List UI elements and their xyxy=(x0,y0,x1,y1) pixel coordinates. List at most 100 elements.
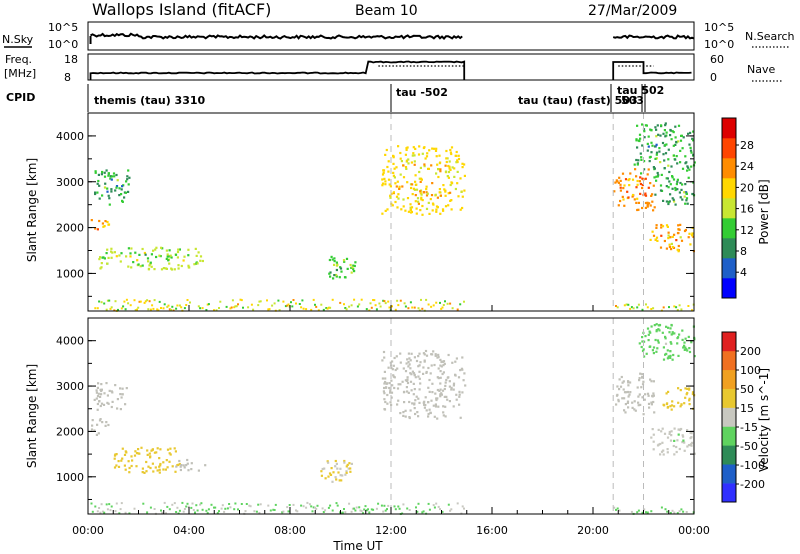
scatter-cell xyxy=(344,473,347,476)
scatter-cell xyxy=(671,175,674,178)
scatter-cell xyxy=(398,507,401,510)
scatter-cell xyxy=(686,391,689,395)
scatter-cell xyxy=(677,140,680,143)
scatter-cell xyxy=(660,124,663,127)
scatter-cell xyxy=(384,209,387,212)
scatter-cell xyxy=(673,200,676,203)
scatter-cell xyxy=(656,347,659,350)
scatter-cell xyxy=(108,299,111,302)
scatter-cell xyxy=(119,260,122,263)
scatter-cell xyxy=(673,511,676,514)
scatter-cell xyxy=(671,197,674,200)
nsky-tick-bottom: 10^0 xyxy=(48,38,78,51)
scatter-cell xyxy=(396,299,399,302)
scatter-cell xyxy=(406,197,410,200)
scatter-cell xyxy=(124,511,127,514)
scatter-cell xyxy=(670,342,673,345)
scatter-cell xyxy=(655,157,658,160)
nsearch-tick-bottom: 10^0 xyxy=(704,38,734,51)
scatter-cell xyxy=(635,186,638,189)
scatter-cell xyxy=(425,409,428,412)
scatter-cell xyxy=(178,304,181,307)
scatter-cell xyxy=(99,256,102,259)
scatter-cell xyxy=(215,309,218,312)
scatter-cell xyxy=(417,307,420,310)
colorbar-tick-label: 4 xyxy=(740,266,747,279)
scatter-cell xyxy=(668,306,670,309)
scatter-cell xyxy=(101,194,104,197)
scatter-cell xyxy=(153,451,156,454)
scatter-cell xyxy=(444,190,447,193)
scatter-cell xyxy=(190,506,193,509)
scatter-cell xyxy=(384,377,387,380)
scatter-cell xyxy=(683,348,686,351)
scatter-cell xyxy=(637,509,640,512)
scatter-cell xyxy=(310,308,313,311)
scatter-cell xyxy=(201,259,204,263)
colorbar-segment xyxy=(722,138,736,159)
scatter-cell xyxy=(664,122,667,125)
scatter-cell xyxy=(340,270,343,273)
scatter-cell xyxy=(450,208,453,211)
scatter-cell xyxy=(677,228,680,231)
scatter-cell xyxy=(158,468,161,471)
scatter-cell xyxy=(666,177,669,180)
scatter-cell xyxy=(386,165,389,169)
y-tick-label: 2000 xyxy=(56,222,84,235)
scatter-cell xyxy=(162,468,165,471)
scatter-cell xyxy=(425,298,428,301)
scatter-cell xyxy=(657,174,660,177)
scatter-cell xyxy=(395,185,398,188)
scatter-cell xyxy=(95,433,98,436)
velocity-scatter xyxy=(90,323,696,515)
y-tick-label: 1000 xyxy=(56,267,84,280)
scatter-cell xyxy=(331,480,334,483)
scatter-cell xyxy=(106,220,109,224)
scatter-cell xyxy=(160,268,164,271)
scatter-cell xyxy=(689,149,693,152)
scatter-cell xyxy=(168,308,171,311)
scatter-cell xyxy=(171,503,174,506)
scatter-cell xyxy=(107,174,110,177)
colorbar-segment xyxy=(722,278,736,299)
scatter-cell xyxy=(392,171,395,174)
scatter-cell xyxy=(387,366,390,369)
scatter-cell xyxy=(103,392,106,395)
scatter-cell xyxy=(452,405,455,408)
scatter-cell xyxy=(409,367,412,370)
scatter-cell xyxy=(669,512,672,514)
scatter-cell xyxy=(627,384,630,387)
scatter-cell xyxy=(358,506,361,509)
scatter-cell xyxy=(384,302,387,305)
scatter-cell xyxy=(97,392,100,395)
colorbar-tick-label: -200 xyxy=(740,478,765,491)
scatter-cell xyxy=(664,342,668,345)
scatter-cell xyxy=(143,301,146,304)
scatter-cell xyxy=(397,193,400,196)
scatter-cell xyxy=(407,210,410,213)
scatter-cell xyxy=(669,350,672,353)
scatter-cell xyxy=(248,504,251,507)
scatter-cell xyxy=(688,403,691,406)
scatter-cell xyxy=(643,136,646,139)
scatter-cell xyxy=(96,408,99,411)
scatter-cell xyxy=(630,510,633,513)
scatter-cell xyxy=(641,511,644,514)
x-tick-label: 16:00 xyxy=(476,524,508,537)
scatter-cell xyxy=(637,395,640,398)
scatter-cell xyxy=(451,307,454,310)
scatter-cell xyxy=(407,391,410,394)
scatter-cell xyxy=(174,470,177,473)
scatter-cell xyxy=(415,183,418,186)
scatter-cell xyxy=(439,388,442,391)
scatter-cell xyxy=(656,124,659,127)
scatter-cell xyxy=(391,204,394,207)
scatter-cell xyxy=(670,408,673,411)
scatter-cell xyxy=(671,187,674,190)
scatter-cell xyxy=(331,298,334,301)
scatter-cell xyxy=(457,157,461,161)
scatter-cell xyxy=(102,225,105,228)
scatter-cell xyxy=(111,391,114,394)
scatter-cell xyxy=(179,465,182,468)
scatter-cell xyxy=(442,360,446,363)
